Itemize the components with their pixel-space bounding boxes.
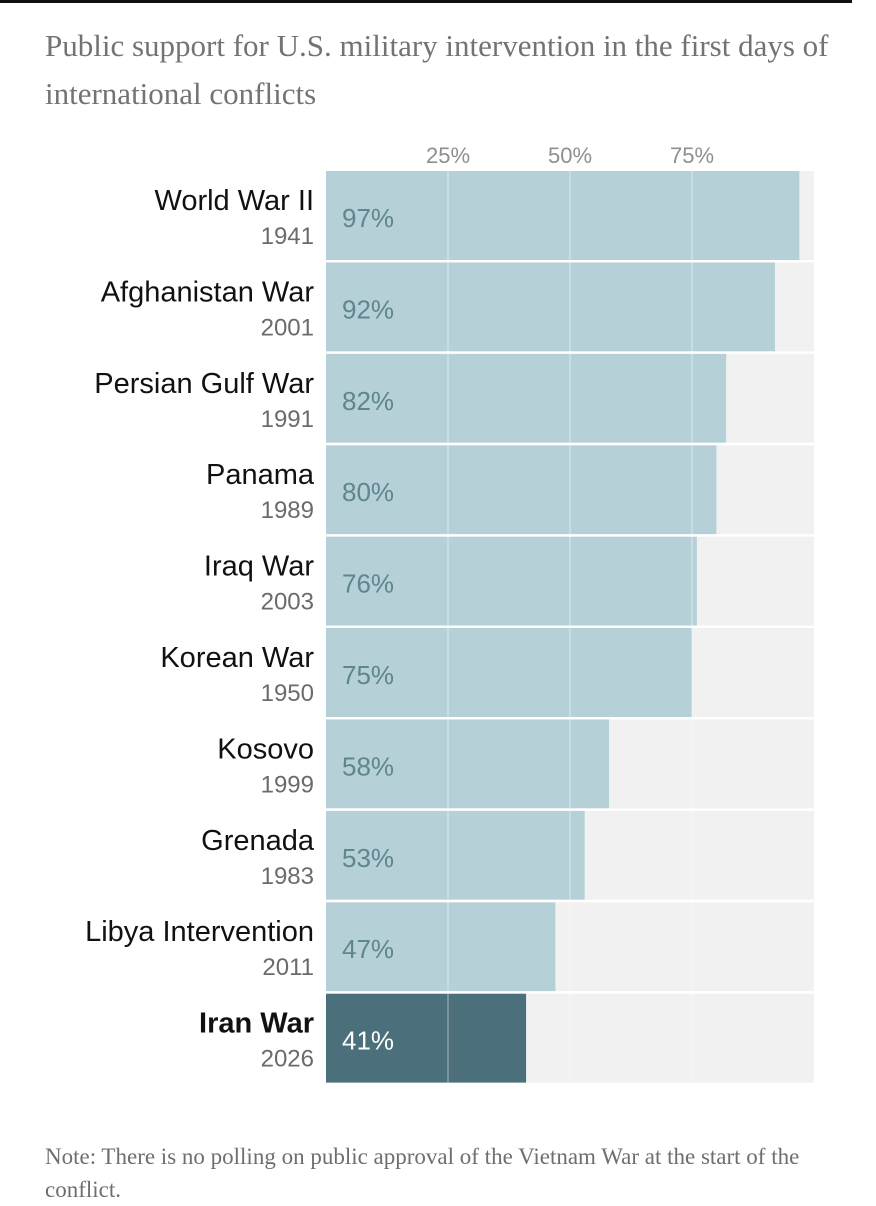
category-year: 1991 (261, 406, 314, 433)
chart-note: Note: There is no polling on public appr… (45, 1144, 800, 1202)
bar-chart: 25% 50% 75% World War II 1941 Afghanistan War… (85, 143, 814, 1083)
value-label: 80% (342, 477, 394, 507)
category-label: Iraq War (204, 551, 314, 583)
value-label: 53% (342, 843, 394, 873)
bar (326, 262, 775, 352)
value-label: 82% (342, 386, 394, 416)
category-year: 2001 (261, 314, 314, 341)
bar (326, 353, 727, 443)
category-label: Persian Gulf War (94, 368, 314, 400)
category-label: Panama (206, 459, 315, 491)
category-year: 2026 (261, 1046, 314, 1073)
value-label: 76% (342, 569, 394, 599)
x-tick-label: 50% (548, 143, 592, 168)
value-label: 92% (342, 294, 394, 324)
bar (326, 628, 692, 717)
value-label: 58% (342, 751, 394, 781)
bar (326, 810, 585, 900)
category-year: 2003 (261, 589, 314, 616)
bar (326, 902, 556, 992)
category-year: 1941 (261, 223, 314, 250)
bar (326, 445, 717, 535)
category-label: Afghanistan War (101, 276, 315, 308)
category-label: Iran War (199, 1008, 314, 1040)
value-label: 41% (342, 1026, 394, 1056)
bar (326, 536, 697, 626)
category-label: Grenada (201, 825, 315, 857)
category-label: World War II (154, 185, 314, 217)
page-edge (852, 0, 876, 1200)
bar (326, 171, 800, 260)
category-label: Kosovo (217, 733, 314, 765)
category-year: 2011 (262, 954, 314, 981)
category-year: 1950 (261, 680, 314, 707)
bar (326, 719, 610, 809)
value-label: 75% (342, 660, 394, 690)
bar (326, 993, 527, 1083)
category-year: 1999 (261, 771, 314, 798)
top-rule (0, 0, 852, 3)
value-label: 47% (342, 934, 394, 964)
category-year: 1983 (261, 863, 314, 890)
category-label: Korean War (160, 642, 314, 674)
x-tick-label: 75% (670, 143, 714, 168)
category-label: Libya Intervention (85, 916, 314, 948)
x-tick-label: 25% (426, 143, 470, 168)
value-label: 97% (342, 203, 394, 233)
category-year: 1989 (261, 497, 314, 524)
chart-title: Public support for U.S. military interve… (45, 28, 829, 111)
